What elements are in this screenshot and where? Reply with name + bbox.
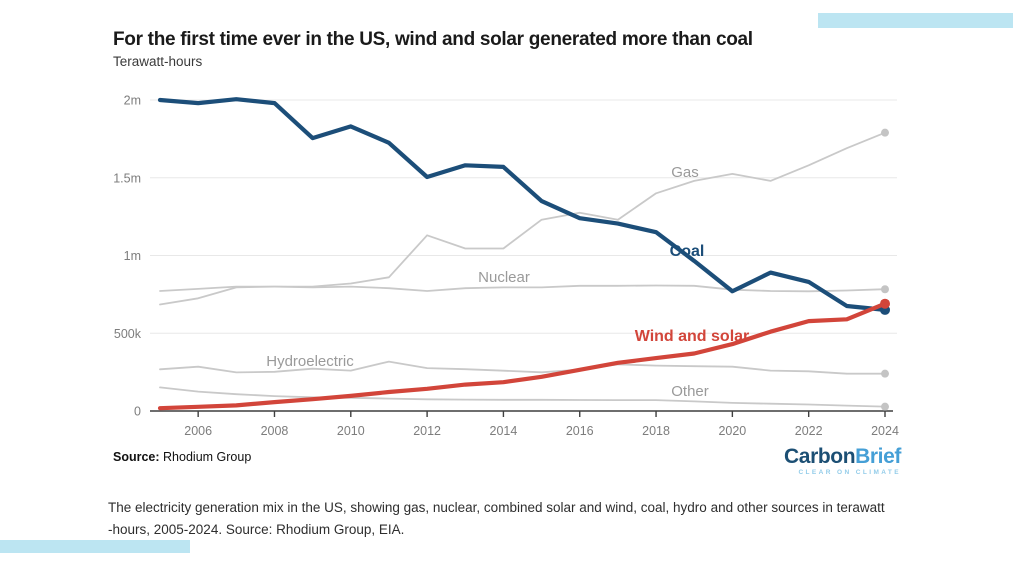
other-line — [159, 386, 886, 408]
hydroelectric-end-dot — [881, 369, 889, 378]
gas-end-dot — [881, 128, 889, 137]
nuclear-line — [159, 284, 886, 293]
x-axis-tick-label-2014: 2014 — [490, 424, 518, 438]
caption-line-1: The electricity generation mix in the US… — [108, 500, 885, 515]
logo-tagline: CLEAR ON CLIMATE — [798, 469, 901, 476]
hydroelectric-line — [159, 360, 886, 375]
source-label: Source: — [113, 450, 160, 464]
x-axis-tick-label-2016: 2016 — [566, 424, 594, 438]
source-attribution: Source: Rhodium Group — [113, 450, 251, 464]
caption-line-2: -hours, 2005-2024. Source: Rhodium Group… — [108, 522, 405, 537]
x-axis-tick-label-2012: 2012 — [413, 424, 441, 438]
top-accent-bar — [818, 13, 1013, 28]
logo-wordmark: CarbonBrief — [784, 446, 901, 467]
wind-and-solar-series-label: Wind and solar — [635, 328, 750, 345]
image-caption: The electricity generation mix in the US… — [108, 497, 928, 541]
y-axis-tick-label-500k: 500k — [114, 327, 142, 341]
y-axis-tick-label-1-5m: 1.5m — [113, 171, 141, 185]
wind-and-solar-end-dot — [880, 298, 890, 309]
x-axis-tick-label-2024: 2024 — [871, 424, 899, 438]
gas-series-label: Gas — [671, 164, 699, 181]
x-axis-tick-label-2022: 2022 — [795, 424, 823, 438]
other-series-label: Other — [671, 383, 709, 400]
y-axis-tick-label-0: 0 — [134, 405, 141, 419]
x-axis-tick-label-2010: 2010 — [337, 424, 365, 438]
wind-and-solar-line — [157, 301, 888, 411]
x-axis-tick-label-2006: 2006 — [184, 424, 212, 438]
carbon-brief-logo: CarbonBrief CLEAR ON CLIMATE — [784, 446, 901, 477]
x-axis-tick-label-2008: 2008 — [261, 424, 289, 438]
logo-carbon-text: Carbon — [784, 445, 856, 468]
nuclear-series-label: Nuclear — [478, 269, 530, 286]
logo-brief-text: Brief — [855, 445, 901, 468]
coal-series-label: Coal — [670, 243, 705, 260]
x-axis-tick-label-2018: 2018 — [642, 424, 670, 438]
x-axis-tick-label-2020: 2020 — [718, 424, 746, 438]
other-end-dot — [881, 402, 889, 411]
source-value: Rhodium Group — [163, 450, 252, 464]
y-axis-tick-label-2m: 2m — [124, 94, 141, 108]
bottom-accent-bar — [0, 540, 190, 553]
y-axis-tick-label-1m: 1m — [124, 249, 141, 263]
chart-units-subtitle: Terawatt-hours — [113, 54, 203, 69]
coal-line — [157, 97, 888, 312]
chart-title: For the first time ever in the US, wind … — [113, 29, 753, 50]
nuclear-end-dot — [881, 285, 889, 294]
hydroelectric-series-label: Hydroelectric — [266, 353, 354, 370]
